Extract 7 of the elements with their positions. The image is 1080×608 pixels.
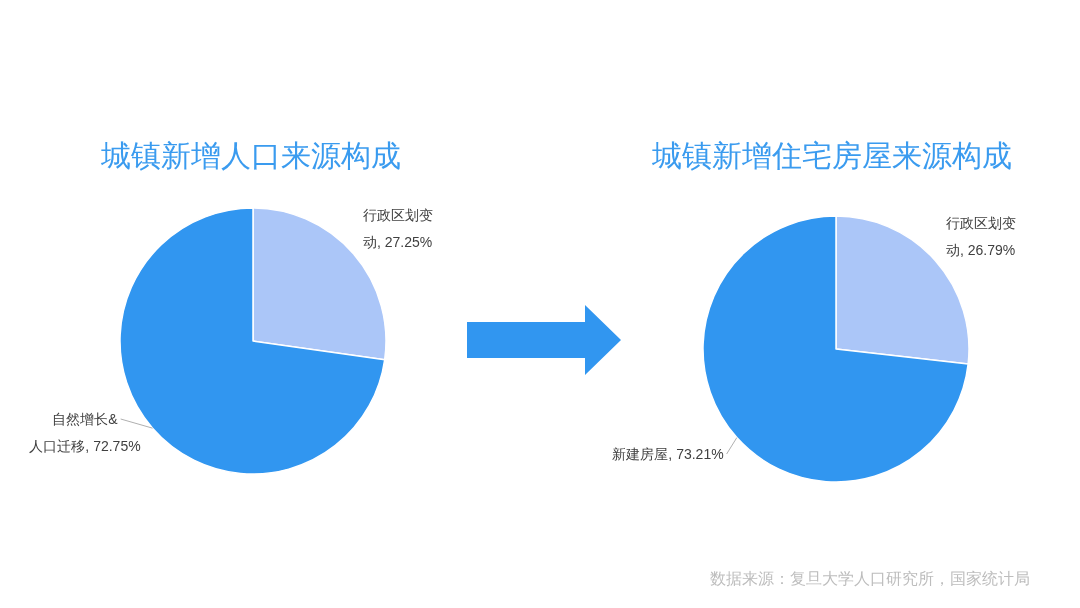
source-note: 数据来源：复旦大学人口研究所，国家统计局 — [710, 570, 1030, 587]
slice-label: 行政区划变动, 27.25% — [363, 205, 433, 252]
slice-label: 自然增长&人口迁移, 72.75% — [28, 409, 142, 456]
slice-label: 行政区划变动, 26.79% — [946, 213, 1016, 260]
chart-title: 城镇新增住宅房屋来源构成 — [651, 139, 1012, 172]
slice-label: 新建房屋, 73.21% — [611, 444, 725, 464]
chart-title: 城镇新增人口来源构成 — [100, 139, 401, 172]
